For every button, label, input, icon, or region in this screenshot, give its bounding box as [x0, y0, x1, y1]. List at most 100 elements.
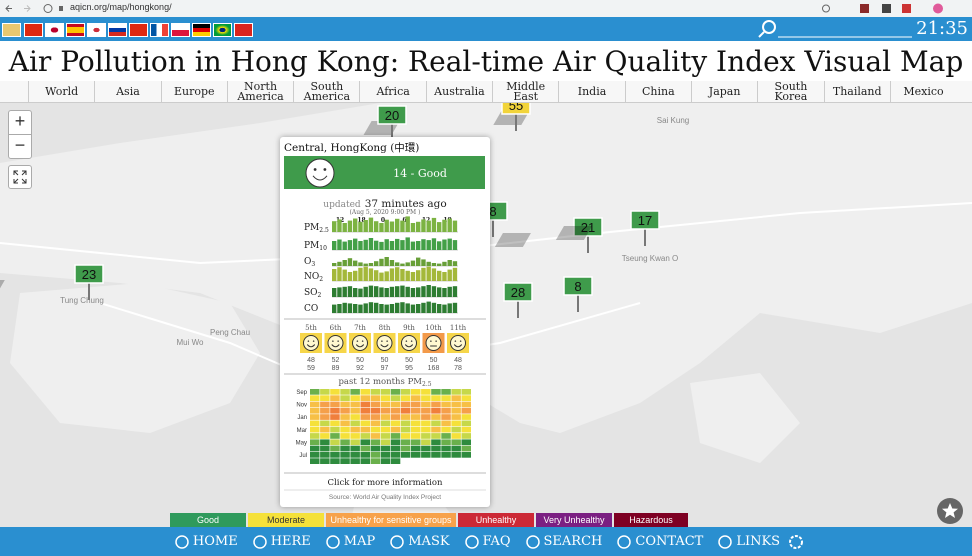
- nav-icon-shape: [326, 534, 340, 549]
- nav-item[interactable]: India: [558, 81, 624, 102]
- forecast-max: 59: [307, 365, 315, 372]
- flag[interactable]: [234, 23, 253, 37]
- flag[interactable]: [66, 23, 85, 37]
- nav-item[interactable]: Mexico: [889, 81, 956, 102]
- nav-item[interactable]: South Korea: [757, 81, 823, 102]
- nav-icon-shape: [464, 534, 479, 549]
- nav-item[interactable]: Africa: [359, 81, 425, 102]
- nav-icon-shape: [252, 534, 267, 549]
- heatmap-cell: [421, 445, 431, 452]
- mouth: [404, 344, 414, 348]
- sparkline-bar: [395, 262, 400, 266]
- heatmap-cell: [421, 439, 431, 446]
- heatmap-cell: [330, 395, 340, 401]
- heatmap-cell: [400, 445, 411, 452]
- bottom-nav-item[interactable]: SEARCH: [525, 534, 602, 550]
- station-marker[interactable]: 17: [555, 210, 660, 246]
- heatmap-cell: [441, 401, 451, 408]
- forecast-max: 92: [356, 365, 364, 372]
- forecast-day: 7th: [354, 324, 366, 332]
- sparkline-bar: [452, 220, 458, 232]
- pollutant-sub: 2: [318, 292, 322, 299]
- flag[interactable]: [150, 23, 169, 37]
- pollutant-label: O3: [304, 257, 315, 268]
- mouth: [380, 344, 389, 348]
- station-popup[interactable]: Central, HongKong (中環) 14 - Good updated 37…: [280, 137, 490, 507]
- sparkline-bar: [342, 260, 347, 266]
- favorite-button[interactable]: [936, 497, 964, 525]
- sparkline-bar: [384, 271, 389, 281]
- sparkline-bar: [374, 221, 379, 232]
- heatmap-cell: [421, 433, 431, 439]
- heatmap-cell: [380, 407, 391, 414]
- heatmap-cell: [320, 420, 330, 427]
- heatmap-cell: [411, 445, 421, 452]
- heatmap-cell: [431, 395, 441, 401]
- bottom-nav-item[interactable]: FAQ: [464, 534, 511, 550]
- sparkline-bar: [395, 218, 400, 232]
- bottom-nav-item[interactable]: CONTACT: [616, 534, 703, 550]
- nav-item[interactable]: North America: [226, 81, 293, 102]
- nav-item[interactable]: Europe: [160, 81, 227, 102]
- nav-item[interactable]: World: [28, 81, 94, 102]
- zoom-in[interactable]: +: [9, 111, 31, 135]
- nav-item[interactable]: Thailand: [823, 81, 890, 102]
- bottom-nav-item[interactable]: LINKS: [717, 534, 780, 550]
- nav-item[interactable]: China: [624, 81, 691, 102]
- heatmap-cell: [360, 389, 370, 395]
- bottom-nav-item[interactable]: MASK: [389, 534, 450, 550]
- bottom-nav-item[interactable]: MAP: [325, 534, 375, 550]
- nav-item[interactable]: Japan: [690, 81, 757, 102]
- station-marker[interactable]: 21: [494, 217, 603, 253]
- eye: [459, 340, 462, 342]
- heatmap-cell: [400, 420, 411, 427]
- url[interactable]: aqicn.org/map/hongkong/: [70, 2, 172, 12]
- station-marker[interactable]: 20: [363, 105, 407, 141]
- flag[interactable]: [24, 23, 43, 37]
- sparkline-bar: [405, 270, 410, 281]
- search-box[interactable]: [758, 19, 914, 39]
- flag[interactable]: [192, 23, 211, 37]
- nav-icon: [617, 534, 632, 549]
- heatmap-cell: [350, 407, 360, 414]
- nav-item[interactable]: Middle East: [492, 81, 558, 102]
- heatmap-cell: [431, 420, 441, 427]
- station-marker[interactable]: 23: [0, 264, 104, 300]
- nav-item[interactable]: Australia: [425, 81, 492, 102]
- flag[interactable]: [171, 23, 190, 37]
- heatmap-cell: [421, 420, 431, 427]
- bottom-nav-item[interactable]: HOME: [174, 534, 238, 550]
- sparkline-bar: [342, 223, 347, 232]
- flag[interactable]: [108, 23, 127, 37]
- nav-icon: [718, 534, 733, 549]
- bottom-nav-item[interactable]: HERE: [252, 534, 311, 550]
- sparkline-bar: [342, 241, 347, 250]
- sparkline-bar: [442, 239, 447, 250]
- heatmap-cell: [340, 426, 350, 433]
- legend-item: Good: [170, 513, 246, 527]
- pollutant-name: PM: [304, 223, 319, 233]
- sparkline-bar: [384, 219, 389, 232]
- flag[interactable]: [129, 23, 148, 37]
- marker-value: 21: [581, 220, 595, 235]
- browser-buttons[interactable]: [4, 2, 64, 15]
- nav-item[interactable]: South America: [293, 81, 359, 102]
- marker-value: 17: [638, 213, 652, 228]
- nav-icon: [390, 534, 404, 549]
- history-title: past 12 months PM2.5: [338, 377, 431, 388]
- flag[interactable]: [213, 23, 232, 37]
- sparkline-bar: [358, 262, 363, 266]
- station-marker[interactable]: 55: [493, 103, 531, 131]
- fullscreen-button[interactable]: [8, 165, 32, 189]
- bottom-nav-label: HERE: [270, 534, 311, 549]
- mouth: [355, 344, 365, 348]
- eye: [454, 340, 457, 342]
- flag[interactable]: [2, 23, 21, 37]
- settings-button[interactable]: [787, 533, 805, 551]
- nav-item[interactable]: Asia: [94, 81, 160, 102]
- zoom-out[interactable]: −: [14, 135, 26, 155]
- bottom-nav-label: CONTACT: [635, 534, 704, 549]
- flag[interactable]: [45, 23, 64, 37]
- flag[interactable]: [87, 23, 106, 37]
- forecast-min: 50: [430, 357, 438, 364]
